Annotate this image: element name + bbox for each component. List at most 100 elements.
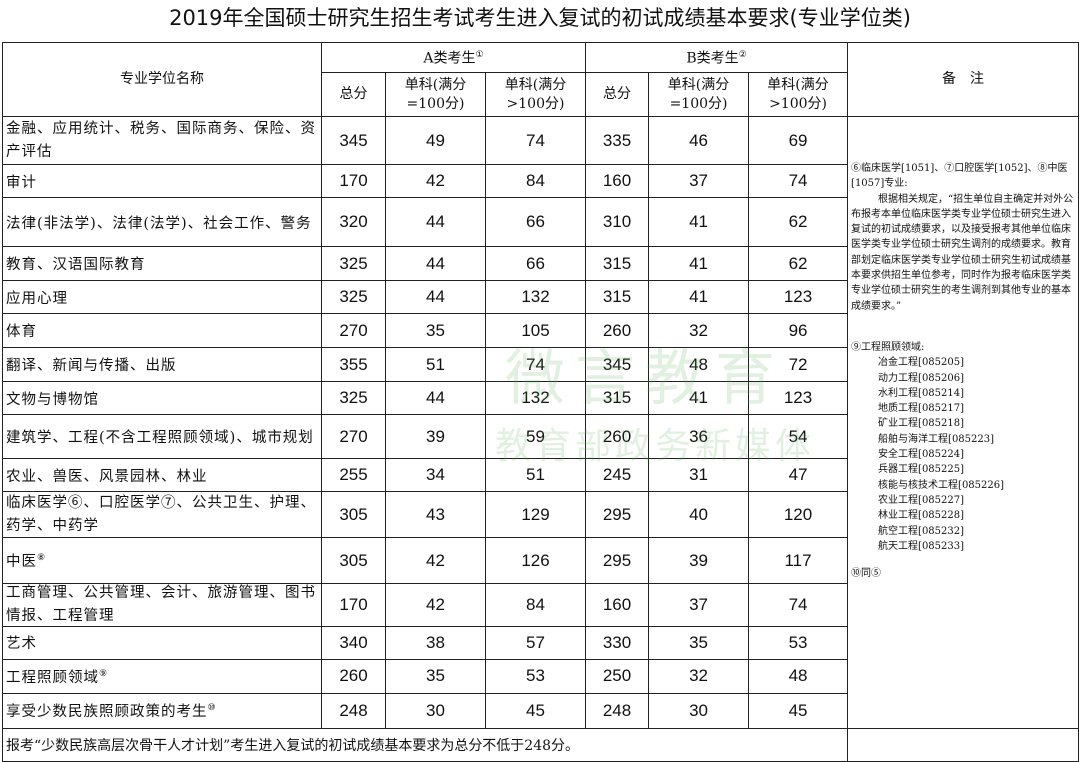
b-single-gt100-score: 54 xyxy=(748,414,849,459)
remark-engineering-item: 矿业工程[085218] xyxy=(878,418,965,430)
program-name: 文物与博物馆 xyxy=(2,381,322,415)
a-total-score: 305 xyxy=(321,537,386,584)
remark-engineering-item: 航天工程[085233] xyxy=(878,540,965,552)
a-single-gt100-score: 74 xyxy=(484,116,587,165)
program-name: 审计 xyxy=(2,164,322,198)
a-single-100-score: 42 xyxy=(385,583,486,627)
remark-note-medical-body: 根据相关规定，“招生单位自主确定并对外公布报考本单位临床医学类专业学位硕士研究生… xyxy=(851,193,1074,312)
program-name: 教育、汉语国际教育 xyxy=(2,246,322,281)
a-total-score: 355 xyxy=(321,347,386,382)
header-b-single-100: 单科(满分=100分) xyxy=(648,72,750,117)
program-name: 工程照顾领域⑨ xyxy=(2,658,322,694)
b-single-100-score: 31 xyxy=(648,458,750,492)
header-remarks: 备 注 xyxy=(847,42,1080,117)
score-table: 专业学位名称 A类考生① B类考生② 备 注 总分 单科(满分=100分) 单科… xyxy=(1,42,1080,762)
b-single-gt100-score: 123 xyxy=(748,381,849,415)
b-total-score: 330 xyxy=(585,625,650,660)
header-group-a: A类考生① xyxy=(320,42,587,73)
b-single-gt100-score: 53 xyxy=(748,625,849,660)
remark-engineering-item: 兵器工程[085225] xyxy=(878,464,965,476)
a-total-score: 325 xyxy=(321,246,386,281)
b-total-score: 260 xyxy=(585,313,650,348)
remarks-cell: ⑥临床医学[1051]、⑦口腔医学[1052]、⑧中医[1057]专业: 根据相关… xyxy=(847,116,1080,729)
program-name: 中医⑧ xyxy=(2,537,322,584)
a-single-gt100-score: 66 xyxy=(484,246,587,281)
remark-engineering-item: 核能与核技术工程[085226] xyxy=(878,479,1005,491)
page-title: 2019年全国硕士研究生招生考试考生进入复试的初试成绩基本要求(专业学位类) xyxy=(169,6,911,30)
a-total-score: 260 xyxy=(321,658,386,694)
a-single-gt100-score: 132 xyxy=(484,280,587,314)
b-single-100-score: 41 xyxy=(648,381,750,415)
b-single-100-score: 41 xyxy=(648,197,750,247)
program-name: 工商管理、公共管理、会计、旅游管理、图书情报、工程管理 xyxy=(2,583,322,627)
b-single-gt100-score: 74 xyxy=(748,164,849,198)
remark-engineering-item: 动力工程[085206] xyxy=(878,372,965,384)
b-single-100-score: 36 xyxy=(648,414,750,459)
program-name: 体育 xyxy=(2,313,322,348)
b-total-score: 310 xyxy=(585,197,650,247)
header-b-single-gt100: 单科(满分>100分) xyxy=(748,72,849,117)
a-single-gt100-score: 74 xyxy=(484,347,587,382)
b-total-score: 160 xyxy=(585,164,650,198)
a-single-100-score: 39 xyxy=(385,414,486,459)
remark-engineering-item: 安全工程[085224] xyxy=(878,449,965,461)
b-single-100-score: 48 xyxy=(648,347,750,382)
remark-note-minority: ⑩同⑤ xyxy=(851,568,882,580)
footer-empty-cell xyxy=(847,727,1080,762)
header-a-single-100: 单科(满分=100分) xyxy=(385,72,486,117)
b-single-100-score: 32 xyxy=(648,658,750,694)
b-single-gt100-score: 48 xyxy=(748,658,849,694)
table-row: 法律(非法学)、法律(法学)、社会工作、警务 320 44 66 310 41 62 xyxy=(2,197,1079,247)
b-single-100-score: 41 xyxy=(648,246,750,281)
b-total-score: 245 xyxy=(585,458,650,492)
table-row: 应用心理 325 44 132 315 41 123 xyxy=(2,280,1079,314)
b-total-score: 345 xyxy=(585,347,650,382)
remark-note-engineering-head: ⑨工程照顾领域: xyxy=(851,341,925,353)
b-total-score: 335 xyxy=(585,116,650,165)
a-single-100-score: 49 xyxy=(385,116,486,165)
a-total-score: 325 xyxy=(321,280,386,314)
b-single-100-score: 39 xyxy=(648,537,750,584)
header-a-total: 总分 xyxy=(321,72,386,117)
a-single-100-score: 43 xyxy=(385,491,486,538)
b-total-score: 315 xyxy=(585,280,650,314)
b-single-gt100-score: 45 xyxy=(748,692,849,729)
b-total-score: 295 xyxy=(585,491,650,538)
a-total-score: 340 xyxy=(321,625,386,660)
a-single-100-score: 35 xyxy=(385,313,486,348)
b-single-gt100-score: 123 xyxy=(748,280,849,314)
program-name: 农业、兽医、风景园林、林业 xyxy=(2,458,322,492)
program-name: 金融、应用统计、税务、国际商务、保险、资产评估 xyxy=(2,116,322,165)
table-row: 金融、应用统计、税务、国际商务、保险、资产评估 345 49 74 335 46 69 ⑥临床… xyxy=(2,116,1080,729)
a-total-score: 255 xyxy=(321,458,386,492)
remark-engineering-item: 航空工程[085232] xyxy=(878,525,965,537)
header-b-total: 总分 xyxy=(585,72,650,117)
a-single-gt100-score: 105 xyxy=(484,313,587,348)
a-single-100-score: 30 xyxy=(385,692,486,729)
table-row: 体育 270 35 105 260 32 96 xyxy=(2,313,1079,348)
b-total-score: 260 xyxy=(585,414,650,459)
b-single-gt100-score: 96 xyxy=(748,313,849,348)
header-group-b: B类考生② xyxy=(585,42,849,73)
b-single-100-score: 35 xyxy=(648,625,750,660)
a-single-100-score: 35 xyxy=(385,658,486,694)
b-total-score: 295 xyxy=(585,537,650,584)
table-row: 教育、汉语国际教育 325 44 66 315 41 62 xyxy=(2,246,1079,281)
b-single-100-score: 30 xyxy=(648,692,750,729)
table-row: 中医⑧ 305 42 126 295 39 117 xyxy=(2,537,1079,584)
a-single-gt100-score: 51 xyxy=(484,458,587,492)
table-row: 艺术 340 38 57 330 35 53 xyxy=(2,625,1079,660)
table-row: 农业、兽医、风景园林、林业 255 34 51 245 31 47 xyxy=(2,458,1079,492)
b-single-100-score: 40 xyxy=(648,491,750,538)
a-single-100-score: 44 xyxy=(385,381,486,415)
table-row: 建筑学、工程(不含工程照顾领域)、城市规划 270 39 59 260 36 54 xyxy=(2,414,1079,459)
b-total-score: 160 xyxy=(585,583,650,627)
a-total-score: 270 xyxy=(321,313,386,348)
remark-engineering-item: 水利工程[085214] xyxy=(878,387,965,399)
b-single-100-score: 46 xyxy=(648,116,750,165)
table-row: 文物与博物馆 325 44 132 315 41 123 xyxy=(2,381,1079,415)
a-single-100-score: 42 xyxy=(385,164,486,198)
a-single-100-score: 42 xyxy=(385,537,486,584)
b-single-gt100-score: 74 xyxy=(748,583,849,627)
a-single-100-score: 34 xyxy=(385,458,486,492)
